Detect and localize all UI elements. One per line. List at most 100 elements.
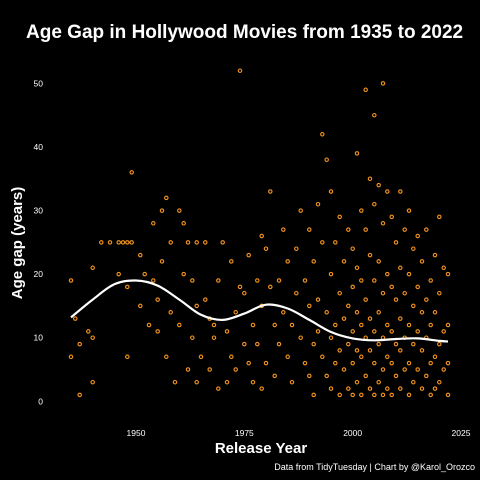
scatter-point bbox=[389, 392, 394, 398]
scatter-point bbox=[255, 341, 260, 347]
scatter-point bbox=[346, 386, 351, 391]
scatter-point bbox=[328, 271, 334, 277]
scatter-point bbox=[350, 360, 355, 366]
scatter-point bbox=[385, 386, 390, 391]
scatter-point bbox=[151, 278, 156, 283]
scatter-point bbox=[328, 386, 334, 391]
scatter-point bbox=[125, 284, 130, 290]
scatter-point bbox=[432, 252, 438, 258]
scatter-point bbox=[298, 208, 303, 213]
scatter-point bbox=[350, 284, 355, 290]
scatter-points bbox=[68, 68, 451, 398]
scatter-point bbox=[419, 348, 425, 353]
scatter-point bbox=[393, 240, 399, 245]
scatter-point bbox=[402, 290, 407, 296]
scatter-point bbox=[415, 284, 420, 290]
scatter-point bbox=[385, 322, 390, 328]
scatter-point bbox=[203, 240, 208, 245]
scatter-point bbox=[341, 367, 347, 372]
scatter-point bbox=[268, 284, 273, 290]
y-axis-ticks: 0 10 20 30 40 50 bbox=[34, 78, 44, 406]
scatter-point bbox=[354, 265, 360, 271]
scatter-point bbox=[237, 284, 243, 290]
scatter-point bbox=[428, 360, 433, 366]
scatter-point bbox=[428, 322, 433, 328]
scatter-point bbox=[272, 322, 277, 328]
scatter-point bbox=[233, 367, 238, 372]
scatter-point bbox=[77, 341, 82, 347]
chart-caption: Data from TidyTuesday | Chart by @Karol_… bbox=[274, 462, 475, 472]
scatter-point bbox=[445, 360, 451, 366]
scatter-point bbox=[333, 240, 338, 245]
scatter-point bbox=[341, 316, 347, 321]
scatter-point bbox=[159, 259, 165, 264]
scatter-point bbox=[380, 367, 386, 372]
scatter-point bbox=[90, 265, 95, 271]
scatter-point bbox=[211, 335, 217, 340]
scatter-point bbox=[437, 379, 442, 385]
scatter-point bbox=[224, 379, 230, 385]
scatter-point bbox=[367, 316, 373, 321]
scatter-point bbox=[415, 367, 420, 372]
scatter-point bbox=[172, 379, 178, 385]
scatter-point bbox=[376, 379, 381, 385]
scatter-point bbox=[185, 240, 191, 245]
scatter-point bbox=[320, 240, 325, 245]
scatter-point bbox=[367, 252, 373, 258]
scatter-point bbox=[129, 240, 134, 245]
scatter-point bbox=[250, 322, 256, 328]
scatter-point bbox=[311, 341, 316, 347]
scatter-point bbox=[445, 271, 451, 277]
x-tick-label: 2000 bbox=[343, 428, 362, 438]
y-tick-label: 20 bbox=[34, 269, 44, 279]
scatter-point bbox=[424, 373, 429, 379]
scatter-point bbox=[272, 373, 277, 379]
scatter-point bbox=[419, 259, 425, 264]
scatter-point bbox=[402, 367, 407, 372]
scatter-point bbox=[337, 392, 342, 398]
scatter-point bbox=[380, 392, 386, 398]
scatter-point bbox=[398, 386, 403, 391]
scatter-point bbox=[415, 329, 420, 334]
scatter-point bbox=[328, 189, 334, 194]
scatter-point bbox=[363, 297, 368, 302]
scatter-point bbox=[432, 386, 438, 391]
scatter-point bbox=[354, 310, 360, 315]
scatter-point bbox=[268, 189, 273, 194]
x-tick-label: 1975 bbox=[235, 428, 254, 438]
scatter-point bbox=[406, 271, 412, 277]
y-tick-label: 50 bbox=[34, 78, 44, 88]
scatter-point bbox=[216, 278, 221, 283]
scatter-point bbox=[354, 151, 360, 156]
scatter-point bbox=[90, 335, 95, 340]
scatter-point bbox=[289, 322, 295, 328]
scatter-point bbox=[432, 310, 438, 315]
scatter-point bbox=[380, 221, 386, 226]
scatter-point bbox=[428, 278, 433, 283]
scatter-point bbox=[216, 386, 221, 391]
scatter-point bbox=[181, 221, 186, 226]
scatter-point bbox=[315, 297, 321, 302]
scatter-point bbox=[190, 335, 195, 340]
scatter-point bbox=[411, 379, 416, 385]
scatter-point bbox=[402, 227, 407, 232]
scatter-point bbox=[411, 246, 416, 251]
scatter-point bbox=[376, 182, 381, 188]
scatter-point bbox=[233, 310, 238, 315]
scatter-point bbox=[337, 214, 342, 220]
scatter-point bbox=[250, 379, 256, 385]
scatter-point bbox=[346, 227, 351, 232]
scatter-point bbox=[281, 310, 286, 315]
scatter-point bbox=[350, 329, 355, 334]
scatter-point bbox=[337, 290, 342, 296]
scatter-point bbox=[194, 303, 199, 309]
scatter-point bbox=[107, 240, 113, 245]
scatter-point bbox=[393, 297, 399, 302]
scatter-point bbox=[346, 341, 351, 347]
scatter-point bbox=[419, 310, 425, 315]
scatter-point bbox=[294, 246, 299, 251]
scatter-point bbox=[146, 322, 152, 328]
scatter-point bbox=[194, 240, 199, 245]
scatter-point bbox=[385, 354, 390, 360]
scatter-point bbox=[90, 379, 95, 385]
